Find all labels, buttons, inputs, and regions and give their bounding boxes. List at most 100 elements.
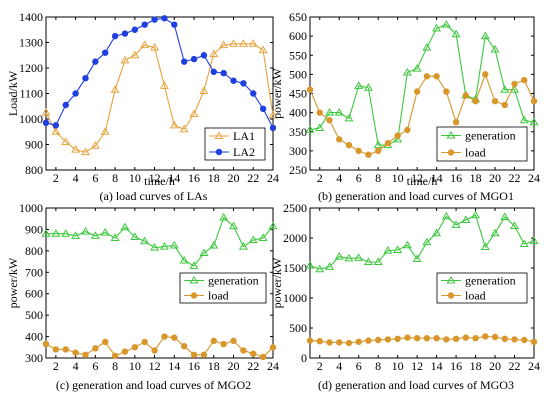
plot-frame xyxy=(309,207,535,359)
data-point xyxy=(151,347,158,354)
x-tick-label: 18 xyxy=(470,171,482,185)
x-tick-label: 6 xyxy=(92,171,98,185)
data-point xyxy=(334,108,344,116)
x-tick-label: 6 xyxy=(356,171,362,185)
data-point xyxy=(200,52,208,59)
data-point xyxy=(490,228,500,237)
data-point xyxy=(100,127,110,135)
series-line xyxy=(45,336,274,358)
data-point xyxy=(490,44,500,53)
data-point xyxy=(305,125,315,133)
chart-caption: (a) load curves of LAs xyxy=(100,189,208,203)
data-point xyxy=(404,334,411,341)
data-point xyxy=(52,346,60,353)
chart-caption: (d) generation and load curves of MGO3 xyxy=(318,378,514,392)
data-point xyxy=(248,39,258,47)
data-point xyxy=(433,335,440,342)
data-point xyxy=(393,134,403,143)
y-tick-label: 1300 xyxy=(19,36,43,50)
legend-label: generation xyxy=(465,129,516,143)
data-point xyxy=(462,92,470,99)
y-tick-label: 700 xyxy=(25,265,43,279)
y-tick-label: 250 xyxy=(289,163,307,177)
legend-marker xyxy=(190,292,198,299)
data-point xyxy=(210,337,217,345)
data-point xyxy=(51,229,61,237)
x-tick-label: 2 xyxy=(53,171,59,185)
data-point xyxy=(334,252,344,260)
data-point xyxy=(404,126,411,134)
y-axis-label: power/kW xyxy=(270,257,284,308)
data-point xyxy=(52,122,60,129)
legend-marker xyxy=(446,275,456,284)
legend-marker xyxy=(215,148,223,156)
y-axis-label: power/kW xyxy=(6,257,20,308)
legend-label: load xyxy=(465,289,486,303)
chart-panel-1: 2 4 6 8 10 12 14 16 18 20 22 2480090010001100120013… xyxy=(6,10,279,203)
data-point xyxy=(82,351,89,358)
series-generation xyxy=(305,20,539,149)
legend-marker xyxy=(447,149,455,156)
data-point xyxy=(383,246,393,254)
data-point xyxy=(102,338,109,346)
data-point xyxy=(140,40,150,49)
y-tick-label: 1000 xyxy=(19,112,43,126)
data-point xyxy=(131,26,139,33)
data-point xyxy=(268,221,278,230)
data-point xyxy=(482,333,489,340)
data-point xyxy=(461,215,471,224)
x-tick-label: 8 xyxy=(112,359,118,373)
series-generation xyxy=(305,210,539,273)
x-tick-label: 18 xyxy=(470,359,482,373)
y-tick-label: 900 xyxy=(25,222,43,236)
data-point xyxy=(159,241,169,250)
data-point xyxy=(521,336,528,344)
series-line xyxy=(45,17,274,129)
data-point xyxy=(190,55,198,63)
y-tick-label: 1100 xyxy=(19,87,43,101)
x-tick-label: 24 xyxy=(528,359,540,373)
y-tick-label: 0 xyxy=(301,351,307,365)
data-point xyxy=(131,344,139,351)
data-point xyxy=(325,108,334,116)
y-tick-label: 800 xyxy=(25,244,43,258)
data-point xyxy=(384,140,392,147)
data-point xyxy=(441,211,451,220)
data-point xyxy=(209,240,219,249)
data-point xyxy=(238,241,248,250)
data-point xyxy=(61,229,71,237)
x-tick-label: 22 xyxy=(247,171,259,185)
data-point xyxy=(42,119,50,127)
data-point xyxy=(413,335,421,342)
x-tick-label: 18 xyxy=(208,171,220,185)
data-point xyxy=(354,81,364,89)
data-point xyxy=(171,21,178,28)
y-tick-label: 300 xyxy=(25,351,43,365)
data-point xyxy=(92,58,99,65)
x-tick-label: 8 xyxy=(375,359,381,373)
data-point xyxy=(199,248,209,257)
y-tick-label: 500 xyxy=(289,321,307,335)
data-point xyxy=(82,74,89,82)
data-point xyxy=(111,352,119,360)
data-point xyxy=(111,32,119,40)
data-point xyxy=(169,120,179,129)
data-point xyxy=(230,77,237,84)
legend-label: generation xyxy=(465,274,516,288)
data-point xyxy=(374,147,382,155)
x-tick-label: 2 xyxy=(317,171,323,185)
series-la2 xyxy=(42,15,277,132)
x-tick-label: 22 xyxy=(247,359,259,373)
data-point xyxy=(229,39,238,47)
data-point xyxy=(240,347,247,354)
data-point xyxy=(374,336,382,344)
data-point xyxy=(510,85,519,93)
data-point xyxy=(250,90,257,97)
data-point xyxy=(250,350,257,357)
data-point xyxy=(345,339,353,347)
data-point xyxy=(120,222,130,231)
data-point xyxy=(501,101,508,109)
